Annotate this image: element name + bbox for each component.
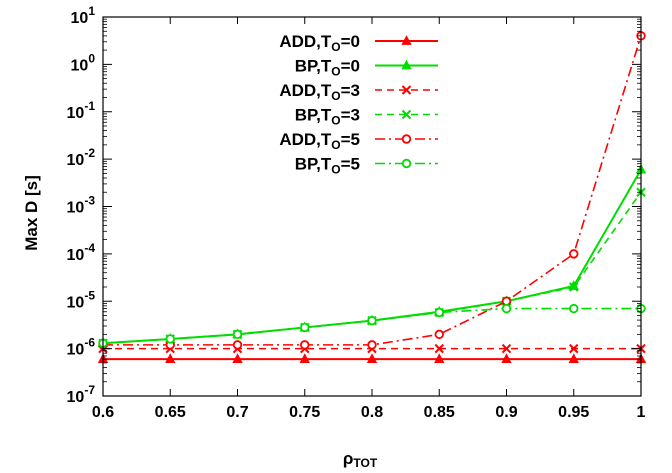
legend-entry-5: ADD,TO=5 [279, 130, 438, 152]
legend-entry-6: BP,TO=5 [295, 155, 438, 177]
x-axis-title: ρTOT [343, 449, 378, 470]
x-tick-label: 0.8 [361, 404, 383, 421]
x-tick-label: 0.65 [155, 404, 186, 421]
y-tick-label: 10-2 [67, 146, 96, 169]
data-point [232, 329, 243, 340]
data-point [501, 303, 512, 314]
data-point-stroke [569, 343, 579, 354]
y-tick-label: 10-6 [67, 336, 96, 359]
data-point [367, 315, 377, 326]
data-point [569, 282, 579, 292]
legend-label: BP,TO=3 [295, 106, 360, 128]
data-point [434, 343, 444, 354]
data-point [165, 334, 175, 344]
data-point [401, 109, 412, 120]
data-point [367, 340, 377, 350]
data-point [401, 59, 412, 70]
legend-entry-2: BP,TO=0 [295, 57, 438, 79]
data-point-stroke [501, 343, 512, 354]
data-point [569, 249, 579, 259]
series-line [103, 35, 642, 346]
data-point [232, 340, 243, 350]
data-point [300, 340, 310, 350]
x-tick-label: 0.9 [495, 404, 517, 421]
data-point-stroke [569, 282, 579, 292]
legend-entry-4: BP,TO=3 [295, 106, 438, 128]
data-point-stroke [434, 343, 444, 354]
data-point [434, 353, 445, 364]
data-point [501, 343, 512, 354]
y-tick-label: 10-7 [67, 383, 96, 406]
data-point [401, 35, 412, 45]
data-point [434, 329, 444, 340]
data-point [569, 343, 579, 354]
legend-entry-3: ADD,TO=3 [279, 81, 438, 103]
legend-label: ADD,TO=5 [279, 130, 360, 152]
data-point-stroke [401, 85, 412, 95]
data-point [434, 307, 444, 318]
data-point [300, 322, 310, 333]
data-point [401, 134, 412, 144]
legend-label: BP,TO=5 [295, 155, 360, 177]
series-6 [98, 303, 646, 348]
x-axis-title-main: ρ [343, 449, 354, 468]
legend-label: BP,TO=0 [295, 57, 360, 79]
x-tick-label: 0.85 [424, 404, 455, 421]
series-1 [97, 353, 647, 364]
x-tick-label: 1 [637, 404, 646, 421]
x-tick-label: 0.75 [289, 404, 320, 421]
x-tick-label: 0.6 [92, 404, 114, 421]
data-point [501, 353, 512, 364]
data-point-stroke [401, 109, 412, 120]
y-tick-label: 100 [71, 51, 96, 74]
y-tick-label: 10-3 [67, 194, 96, 217]
x-axis-title-sub: TOT [353, 456, 377, 470]
plot-frame [102, 16, 642, 397]
data-point [299, 353, 310, 364]
data-point [568, 353, 579, 364]
data-point [232, 353, 243, 364]
legend-label: ADD,TO=0 [279, 32, 360, 54]
data-point [569, 303, 579, 314]
series-5 [98, 31, 646, 350]
axes: 0.6 0.65 0.7 0.75 0.8 0.85 0.9 0.95 1 10-7 10-6 10-… [67, 4, 646, 421]
data-point [401, 158, 412, 169]
y-tick-label: 10-1 [67, 99, 96, 122]
x-tick-label: 0.7 [226, 404, 248, 421]
series-line [102, 307, 641, 345]
y-axis-title: Max D [s] [22, 175, 41, 251]
y-tick-label: 101 [71, 4, 96, 27]
legend-label: ADD,TO=3 [279, 81, 360, 103]
plot-area [97, 31, 647, 364]
data-point [165, 353, 176, 364]
x-tick-label: 0.95 [558, 404, 589, 421]
data-point [401, 85, 412, 95]
y-tick-label: 10-5 [67, 288, 96, 311]
data-point [366, 353, 378, 364]
y-tick-label: 10-4 [67, 241, 96, 264]
legend-entry-1: ADD,TO=0 [279, 32, 438, 54]
